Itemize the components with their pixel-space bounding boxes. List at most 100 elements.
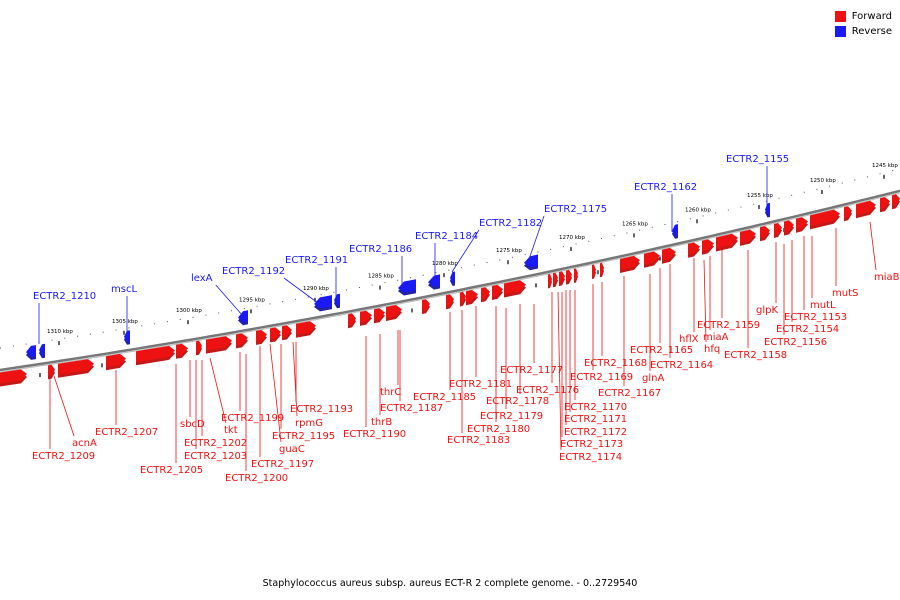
forward-gene-label: ECTR2_1169 [570, 372, 633, 383]
forward-gene [374, 308, 385, 321]
reverse-gene-label: ECTR2_1210 [33, 291, 96, 302]
forward-gene-label: thrC [380, 387, 401, 398]
reverse-gene-label: ECTR2_1162 [634, 182, 697, 193]
kbp-tick-label: 1310 kbp [47, 329, 73, 335]
forward-gene-label: hflX [679, 334, 699, 345]
forward-gene-label: mutS [832, 288, 858, 299]
forward-gene-label: ECTR2_1200 [225, 473, 288, 484]
kbp-tick-label: 1250 kbp [810, 178, 836, 184]
forward-gene [644, 251, 660, 265]
forward-gene-label: ECTR2_1209 [32, 451, 95, 462]
forward-gene-label: ECTR2_1183 [447, 435, 510, 446]
forward-leader-line [703, 259, 707, 343]
reverse-gene [450, 271, 455, 283]
forward-gene-label: ECTR2_1195 [272, 431, 335, 442]
reverse-gene [398, 279, 416, 293]
forward-gene [460, 291, 466, 304]
forward-gene-label: ECTR2_1185 [413, 392, 476, 403]
forward-gene-label: miaB [874, 272, 900, 283]
forward-gene [206, 336, 232, 351]
forward-gene-label: acnA [72, 438, 97, 449]
forward-gene [48, 364, 55, 377]
forward-gene-label: sbcD [180, 419, 205, 430]
kbp-tick-label: 1295 kbp [239, 297, 265, 303]
kbp-tick-label: 1285 kbp [368, 274, 394, 280]
forward-gene-label: ECTR2_1190 [343, 429, 406, 440]
forward-leader-line [269, 343, 282, 443]
forward-leader-line [557, 291, 562, 451]
kbp-tick-label: 1300 kbp [176, 308, 202, 314]
kbp-tick-label: 1275 kbp [496, 248, 522, 254]
kbp-tick-label: 1260 kbp [685, 207, 711, 213]
forward-gene [296, 321, 316, 335]
legend-forward-label: Forward [851, 11, 892, 22]
reverse-gene [314, 295, 332, 309]
kbp-tick-label: 1255 kbp [747, 193, 773, 199]
kbp-tick-label: 1245 kbp [872, 163, 898, 169]
forward-gene [348, 313, 356, 326]
reverse-gene [765, 202, 770, 215]
legend: Forward Reverse [834, 9, 892, 39]
forward-gene-label: ECTR2_1176 [516, 385, 579, 396]
forward-gene [844, 206, 852, 219]
legend-forward: Forward [834, 9, 892, 24]
forward-gene [559, 271, 565, 284]
forward-gene [196, 340, 202, 353]
reverse-gene-label: ECTR2_1175 [544, 204, 607, 215]
forward-gene-label: thrB [371, 417, 392, 428]
forward-gene-label: ECTR2_1207 [95, 427, 158, 438]
reverse-gene-label: ECTR2_1155 [726, 154, 789, 165]
kbp-tick-label: 1280 kbp [432, 261, 458, 267]
reverse-gene-label: ECTR2_1192 [222, 266, 285, 277]
forward-gene-label: ECTR2_1174 [559, 452, 622, 463]
reverse-gene [39, 343, 45, 356]
forward-gene-label: ECTR2_1154 [776, 324, 839, 335]
forward-gene-label: ECTR2_1172 [564, 427, 627, 438]
forward-gene [236, 333, 248, 346]
forward-gene-label: ECTR2_1173 [560, 439, 623, 450]
forward-gene [574, 268, 578, 280]
forward-gene [481, 287, 490, 300]
reverse-gene [334, 293, 340, 306]
forward-gene [553, 272, 558, 285]
forward-gene [492, 284, 503, 297]
reverse-leader-line [283, 277, 323, 307]
forward-gene [880, 197, 890, 210]
forward-leader-line [292, 341, 298, 417]
forward-leader-line [209, 357, 227, 424]
forward-gene-label: ECTR2_1197 [251, 459, 314, 470]
forward-gene-label: ECTR2_1178 [486, 396, 549, 407]
forward-gene [702, 239, 714, 252]
forward-gene [760, 226, 770, 239]
backbone-line [0, 189, 900, 372]
reverse-gene-label: ECTR2_1184 [415, 231, 478, 242]
forward-gene-label: ECTR2_1170 [564, 402, 627, 413]
forward-gene [58, 359, 94, 375]
forward-gene [270, 327, 281, 340]
forward-gene-label: ECTR2_1180 [467, 424, 530, 435]
forward-gene-label: hfq [704, 344, 720, 355]
forward-gene [504, 280, 526, 295]
forward-gene [256, 330, 267, 342]
kbp-tick-label: 1305 kbp [112, 319, 138, 325]
forward-gene-label: ECTR2_1181 [449, 379, 512, 390]
forward-leader-line [869, 221, 877, 271]
forward-gene-label: miaA [703, 332, 729, 343]
forward-gene-label: ECTR2_1193 [290, 404, 353, 415]
forward-gene [386, 305, 402, 318]
kbp-tick-label: 1290 kbp [303, 286, 329, 292]
kbp-tick-label: 1265 kbp [622, 221, 648, 227]
forward-gene [566, 269, 572, 282]
reverse-gene [672, 224, 678, 236]
forward-gene [136, 345, 175, 363]
reverse-gene-label: ECTR2_1182 [479, 218, 542, 229]
forward-gene-label: ECTR2_1168 [584, 358, 647, 369]
legend-reverse: Reverse [834, 24, 892, 39]
genome-caption: Staphylococcus aureus subsp. aureus ECT-… [262, 578, 638, 589]
forward-gene-label: ECTR2_1164 [650, 360, 713, 371]
reverse-leader-line [215, 284, 244, 317]
forward-gene [600, 262, 604, 275]
forward-gene [796, 217, 808, 230]
forward-gene [446, 294, 454, 307]
